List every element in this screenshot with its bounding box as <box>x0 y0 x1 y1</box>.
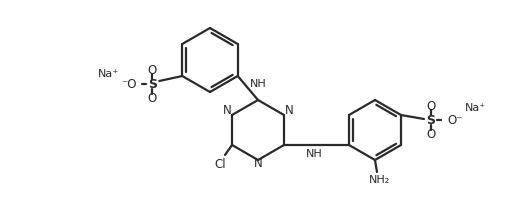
Text: N: N <box>253 157 262 171</box>
Text: S: S <box>148 78 157 91</box>
Text: N: N <box>285 105 293 118</box>
Text: Cl: Cl <box>214 159 226 171</box>
Text: Na⁺: Na⁺ <box>464 103 485 113</box>
Text: NH₂: NH₂ <box>368 175 390 185</box>
Text: O: O <box>426 128 436 140</box>
Text: ⁻O: ⁻O <box>121 78 136 91</box>
Text: O: O <box>426 99 436 112</box>
Text: NH: NH <box>249 79 266 89</box>
Text: Na⁺: Na⁺ <box>98 69 119 79</box>
Text: NH: NH <box>306 149 323 159</box>
Text: S: S <box>426 114 436 126</box>
Text: N: N <box>223 105 231 118</box>
Text: O: O <box>147 64 157 76</box>
Text: O⁻: O⁻ <box>447 114 462 126</box>
Text: O: O <box>147 91 157 105</box>
